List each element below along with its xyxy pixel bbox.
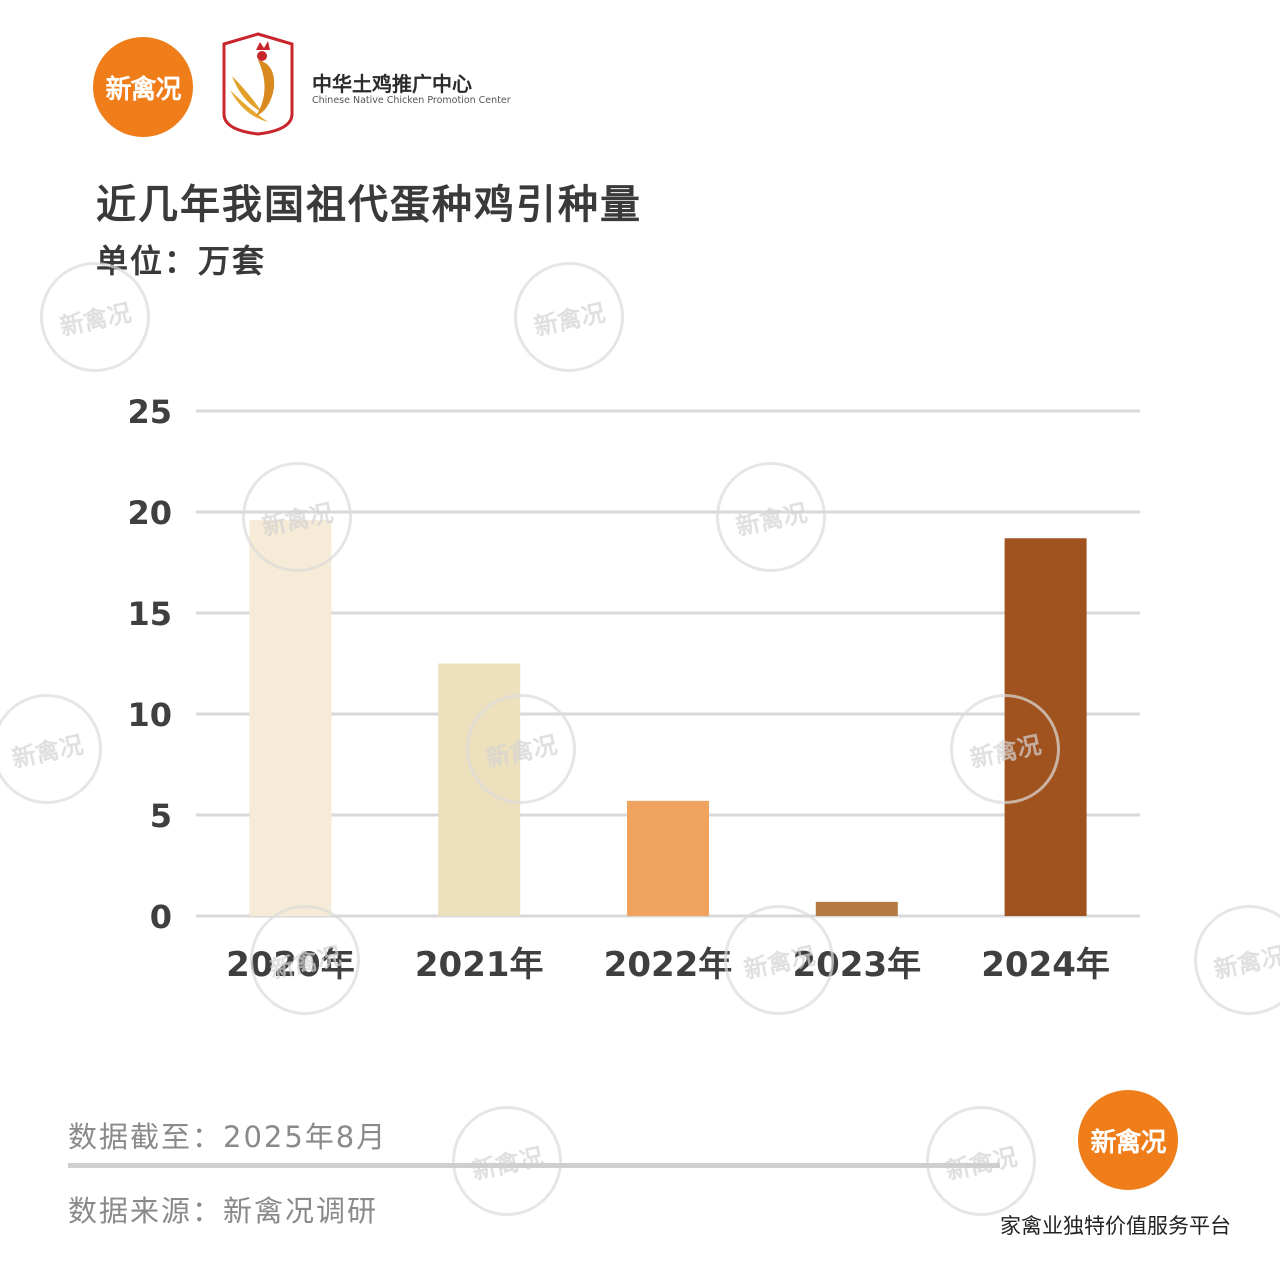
y-tick-label: 0 (150, 898, 172, 936)
x-axis-ticks: 2020年 2021年 2022年 2023年 2024年 (226, 945, 1110, 985)
y-tick-label: 25 (127, 393, 172, 431)
x-tick-label: 2024年 (981, 945, 1110, 985)
bar-2 (438, 663, 521, 916)
footer-tagline: 家禽业独特价值服务平台 (1000, 1214, 1231, 1238)
bar-3 (627, 800, 709, 916)
rooster-emblem-icon (222, 32, 294, 136)
y-axis-ticks: 0 5 10 15 20 25 (127, 393, 172, 936)
x-tick-label: 2021年 (415, 945, 544, 985)
y-tick-label: 15 (127, 595, 172, 633)
footer-logo: 新禽况 (1078, 1090, 1178, 1190)
x-tick-label: 2023年 (792, 945, 921, 985)
brand-logo: 新禽况 (93, 37, 193, 137)
data-cutoff-note: 数据截至：2025年8月 (68, 1120, 388, 1154)
partner-name-english: Chinese Native Chicken Promotion Center (312, 95, 511, 106)
bar-4 (815, 901, 898, 916)
bar-1 (249, 520, 332, 916)
bars (249, 520, 1087, 916)
data-source-note: 数据来源：新禽况调研 (68, 1194, 379, 1228)
y-tick-label: 20 (127, 494, 172, 532)
partner-name: 中华土鸡推广中心 (312, 72, 472, 96)
bar-5 (1004, 538, 1087, 916)
footer-divider (68, 1163, 1000, 1168)
chart-unit-label: 单位：万套 (96, 242, 267, 280)
y-tick-label: 5 (150, 797, 172, 835)
x-tick-label: 2022年 (604, 945, 733, 985)
y-tick-label: 10 (127, 696, 172, 734)
x-tick-label: 2020年 (226, 945, 355, 985)
chart-title: 近几年我国祖代蛋种鸡引种量 (96, 182, 642, 228)
